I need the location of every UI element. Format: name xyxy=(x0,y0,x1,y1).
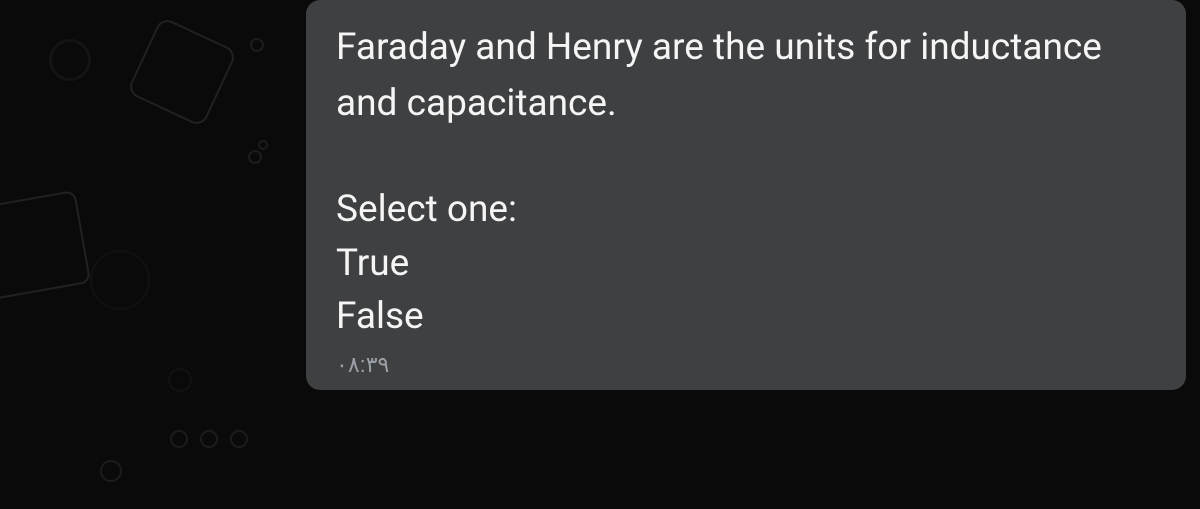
doodle-dot xyxy=(250,38,264,52)
doodle-dot xyxy=(200,430,218,448)
option-false: False xyxy=(336,290,1156,344)
doodle-dot xyxy=(230,430,248,448)
doodle-dot xyxy=(248,150,262,164)
select-prompt: Select one: xyxy=(336,183,1156,237)
doodle-dot xyxy=(100,460,122,482)
incoming-message-bubble[interactable]: Faraday and Henry are the units for indu… xyxy=(306,0,1186,390)
message-timestamp: ۰۸:۳۹ xyxy=(336,352,1156,378)
question-text: Faraday and Henry are the units for indu… xyxy=(336,20,1156,131)
doodle-dot xyxy=(170,430,188,448)
doodle-dot xyxy=(258,140,268,150)
option-true: True xyxy=(336,237,1156,291)
